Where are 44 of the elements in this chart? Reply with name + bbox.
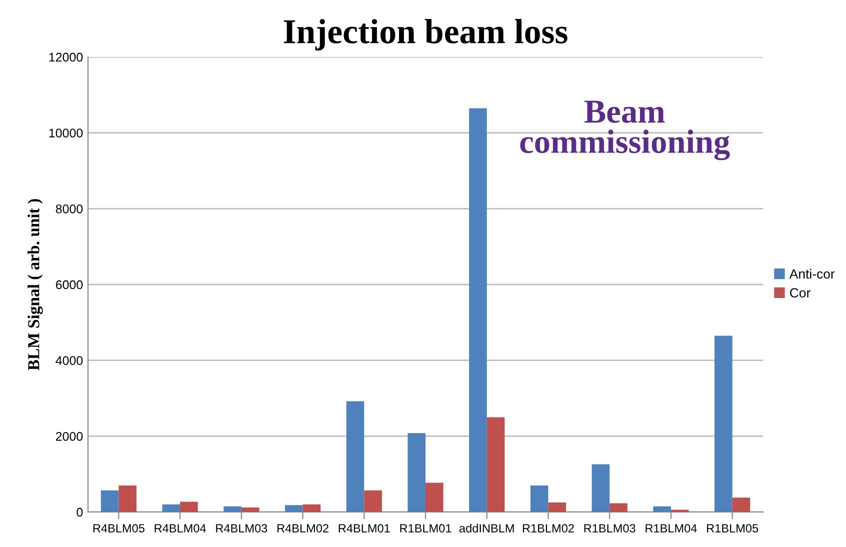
x-tick-label: R1BLM04 xyxy=(646,524,697,532)
y-tick-label: 6000 xyxy=(56,280,83,290)
x-tick-label: R4BLM05 xyxy=(93,524,144,532)
x-tick-label: addINBLM xyxy=(459,524,514,532)
bar xyxy=(653,506,671,512)
bar xyxy=(548,502,566,512)
bar xyxy=(610,503,628,512)
bar xyxy=(241,507,260,512)
y-tick-label: 2000 xyxy=(56,432,83,441)
bar xyxy=(118,485,136,512)
x-tick-label: R4BLM03 xyxy=(216,524,268,532)
bar xyxy=(180,502,198,512)
bar xyxy=(162,504,180,512)
legend-label: Anti-cor xyxy=(789,268,835,279)
x-tick-label: R1BLM01 xyxy=(400,524,452,532)
y-tick-label: 0 xyxy=(76,508,83,517)
y-axis-title: BLM Signal ( arb. unit ) xyxy=(28,199,43,370)
bar xyxy=(224,506,242,512)
bar xyxy=(408,433,426,512)
chart-title: Injection beam loss xyxy=(284,19,568,51)
y-tick-label: 4000 xyxy=(56,356,83,365)
bar xyxy=(486,417,505,512)
bar xyxy=(302,504,321,512)
bar xyxy=(714,336,732,512)
bar xyxy=(100,490,119,512)
x-tick-label: R4BLM02 xyxy=(277,524,328,532)
x-tick-label: R4BLM04 xyxy=(154,524,206,532)
y-tick-label: 12000 xyxy=(49,52,83,62)
x-tick-label: R1BLM02 xyxy=(522,524,574,532)
bar xyxy=(732,498,750,512)
bar xyxy=(426,482,444,512)
x-tick-label: R1BLM05 xyxy=(707,524,758,532)
bar xyxy=(364,490,382,512)
y-tick-label: 8000 xyxy=(56,204,83,214)
bar xyxy=(346,401,364,512)
bar xyxy=(592,464,610,512)
annotation: Beam commissioning xyxy=(520,100,730,160)
y-tick-label: 10000 xyxy=(49,128,83,138)
x-tick-label: R4BLM01 xyxy=(338,524,390,532)
bar xyxy=(284,505,303,512)
bar xyxy=(530,485,548,512)
bar xyxy=(469,108,487,512)
legend-label: Cor xyxy=(790,288,810,298)
x-tick-label: R1BLM03 xyxy=(584,524,636,532)
